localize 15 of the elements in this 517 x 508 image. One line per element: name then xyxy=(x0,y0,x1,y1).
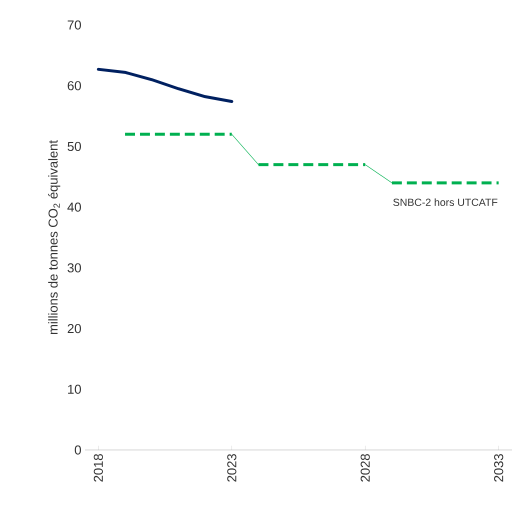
y-tick-label: 20 xyxy=(68,324,81,334)
y-tick-label: 50 xyxy=(68,142,81,152)
y-tick-label: 70 xyxy=(68,20,81,30)
y-tick-label: 40 xyxy=(67,202,81,212)
x-tick-label: 2033 xyxy=(494,454,504,482)
y-tick-label: 0 xyxy=(74,445,81,455)
x-tick-label: 2018 xyxy=(94,454,103,482)
y-tick-label: 10 xyxy=(68,384,81,394)
y-tick-label: 30 xyxy=(68,263,81,272)
x-tick-label: 2023 xyxy=(227,454,236,482)
y-axis-title: millions de tonnes CO$_{2}$ équivalent xyxy=(48,140,60,334)
series-label: SNBC-2 hors UTCATF xyxy=(393,198,498,206)
line-series xyxy=(96,68,234,103)
y-tick-label: 60 xyxy=(68,81,81,90)
x-tick-label: 2028 xyxy=(360,454,370,482)
